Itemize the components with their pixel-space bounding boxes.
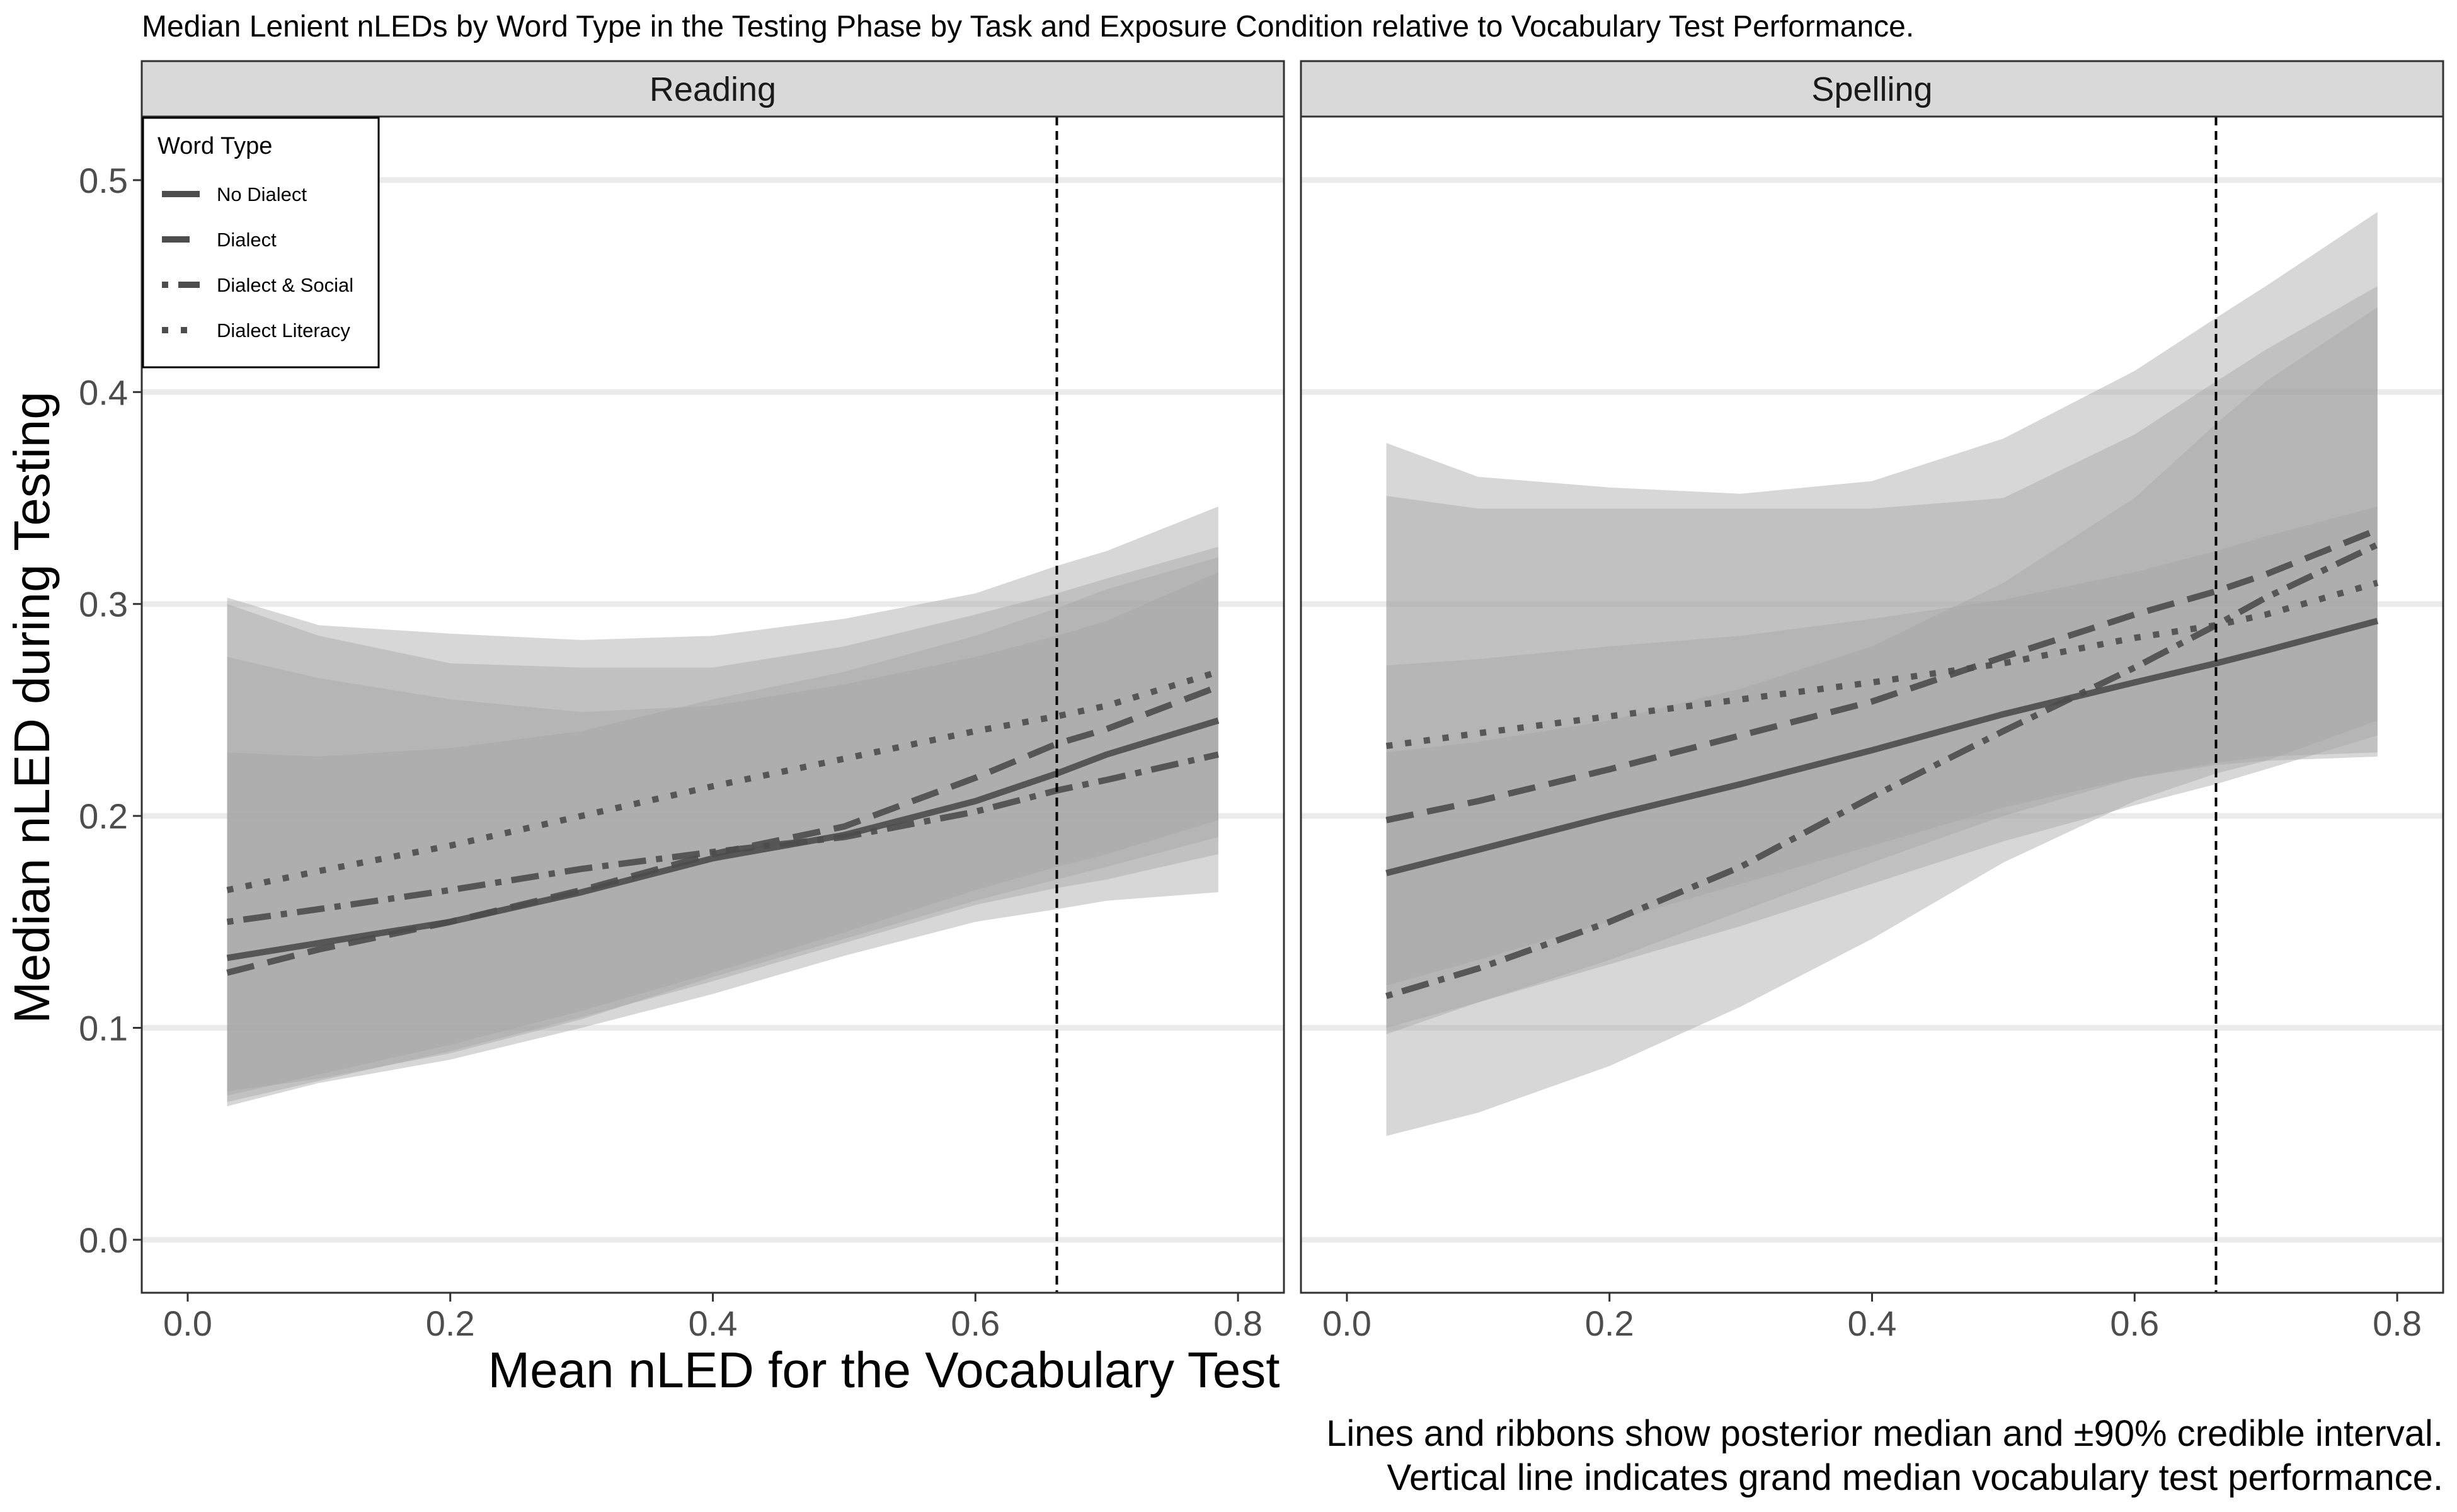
ribbon-dialect (1386, 286, 2378, 1028)
facet-reading: Reading 0.0 0.2 0.4 0.6 0.8 0.0 0.1 0.2 0.3 0.4 0.5 (79, 60, 1285, 1343)
y-tick-label: 0.0 (79, 1220, 128, 1260)
ribbon-dialect-and-social (227, 557, 1218, 1106)
series-line-dialect-and-social (1385, 541, 2379, 999)
series-line-no-dialect (1385, 617, 2379, 876)
series-line-dialect (226, 684, 1220, 976)
y-tick-label: 0.2 (79, 796, 128, 836)
facet-strip-reading (140, 60, 1285, 118)
y-tick-label: 0.1 (79, 1009, 128, 1048)
caption-line-2: Vertical line indicates grand median voc… (1387, 1457, 2443, 1498)
facet-spelling: Spelling 0.0 0.2 0.4 0.6 0.8 (1300, 60, 2444, 1343)
x-tick-label: 0.8 (1213, 1303, 1263, 1343)
facet-strip-spelling (1300, 60, 2444, 118)
legend-label-no-dialect: No Dialect (217, 183, 307, 205)
series-line-dialect (1385, 527, 2379, 823)
legend: Word Type No Dialect Dialect Dialect & Soci… (142, 117, 380, 369)
ribbon-dialect-literacy (227, 507, 1218, 1102)
legend-label-dialect: Dialect (217, 229, 277, 251)
x-tick-label: 0.2 (1585, 1303, 1634, 1343)
ribbon-dialect-literacy (1386, 212, 2378, 986)
y-tick-label: 0.5 (79, 161, 128, 200)
x-axis-label: Mean nLED for the Vocabulary Test (488, 1342, 1280, 1398)
x-tick-label: 0.6 (2110, 1303, 2159, 1343)
caption-line-1: Lines and ribbons show posterior median … (1326, 1413, 2443, 1454)
y-tick-label: 0.4 (79, 372, 128, 412)
x-tick-label: 0.2 (426, 1303, 475, 1343)
facet-label-reading: Reading (650, 71, 776, 108)
ribbon-no-dialect (1386, 507, 2378, 1034)
series-line-no-dialect (226, 717, 1220, 961)
facet-label-spelling: Spelling (1811, 71, 1932, 108)
chart-title: Median Lenient nLEDs by Word Type in the… (142, 10, 1914, 43)
y-tick-label: 0.3 (79, 585, 128, 624)
legend-label-dialect-literacy: Dialect Literacy (217, 319, 350, 341)
ribbon-dialect (227, 546, 1218, 1096)
x-tick-label: 0.8 (2373, 1303, 2422, 1343)
x-tick-label: 0.0 (1322, 1303, 1372, 1343)
x-tick-label: 0.4 (1848, 1303, 1897, 1343)
x-tick-label: 0.0 (163, 1303, 212, 1343)
y-axis-label: Median nLED during Testing (4, 391, 60, 1024)
legend-title: Word Type (158, 133, 272, 159)
ribbon-dialect-and-social (1386, 307, 2378, 1137)
ribbon-no-dialect (227, 572, 1218, 1092)
legend-label-dialect-and-social: Dialect & Social (217, 274, 353, 296)
x-tick-label: 0.4 (689, 1303, 738, 1343)
series-line-dialect-literacy (226, 668, 1220, 893)
x-tick-label: 0.6 (951, 1303, 1000, 1343)
facet-panels: Reading 0.0 0.2 0.4 0.6 0.8 0.0 0.1 0.2 0.3 0.4 0.5… (79, 60, 2444, 1343)
